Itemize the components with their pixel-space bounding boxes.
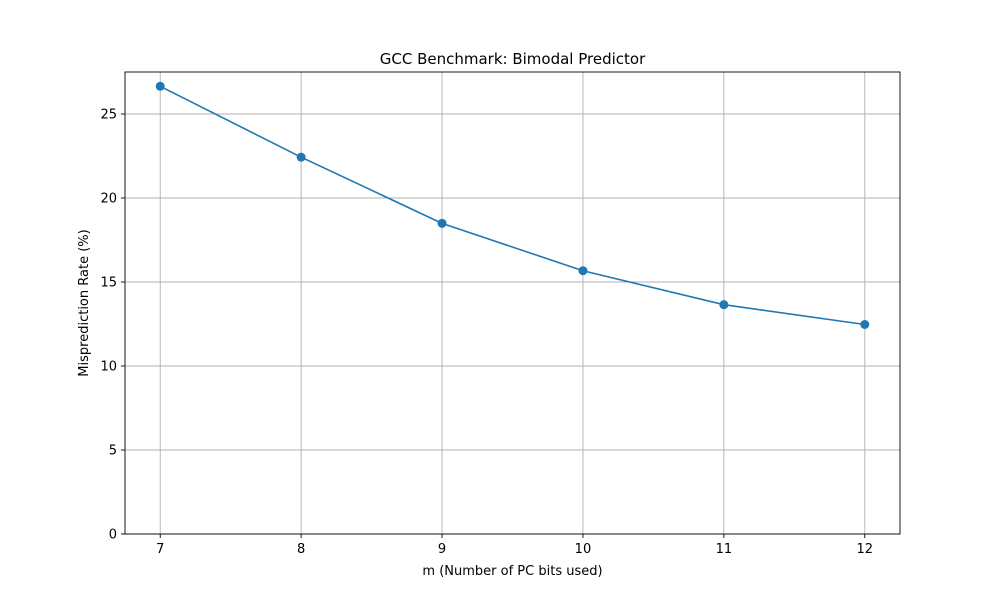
data-point [719, 300, 729, 310]
y-tick-label: 5 [109, 444, 117, 459]
plot-area-frame [124, 71, 901, 535]
data-point [296, 152, 306, 162]
chart-title: GCC Benchmark: Bimodal Predictor [380, 50, 646, 68]
y-tick-label: 20 [100, 192, 117, 207]
x-tick-label: 12 [856, 542, 873, 557]
x-axis-label: m (Number of PC bits used) [422, 564, 602, 579]
x-tick-label: 11 [716, 542, 733, 557]
x-tick-label: 9 [438, 542, 446, 557]
data-point [578, 266, 588, 276]
y-tick-label: 25 [100, 108, 117, 123]
y-axis-ticks: 0 5 10 15 20 25 [100, 108, 125, 543]
x-tick-label: 10 [575, 542, 592, 557]
data-point [860, 320, 870, 330]
data-point [155, 81, 165, 91]
y-axis-label: Misprediction Rate (%) [77, 229, 92, 376]
y-tick-label: 15 [100, 276, 117, 291]
y-tick-label: 10 [100, 360, 117, 375]
data-point [437, 218, 447, 228]
y-tick-label: 0 [109, 528, 117, 543]
x-tick-label: 8 [297, 542, 305, 557]
series-line [159, 85, 865, 326]
x-tick-label: 7 [156, 542, 164, 557]
x-axis-ticks: 7 8 9 10 11 12 [156, 534, 873, 557]
series-layer [155, 81, 870, 330]
